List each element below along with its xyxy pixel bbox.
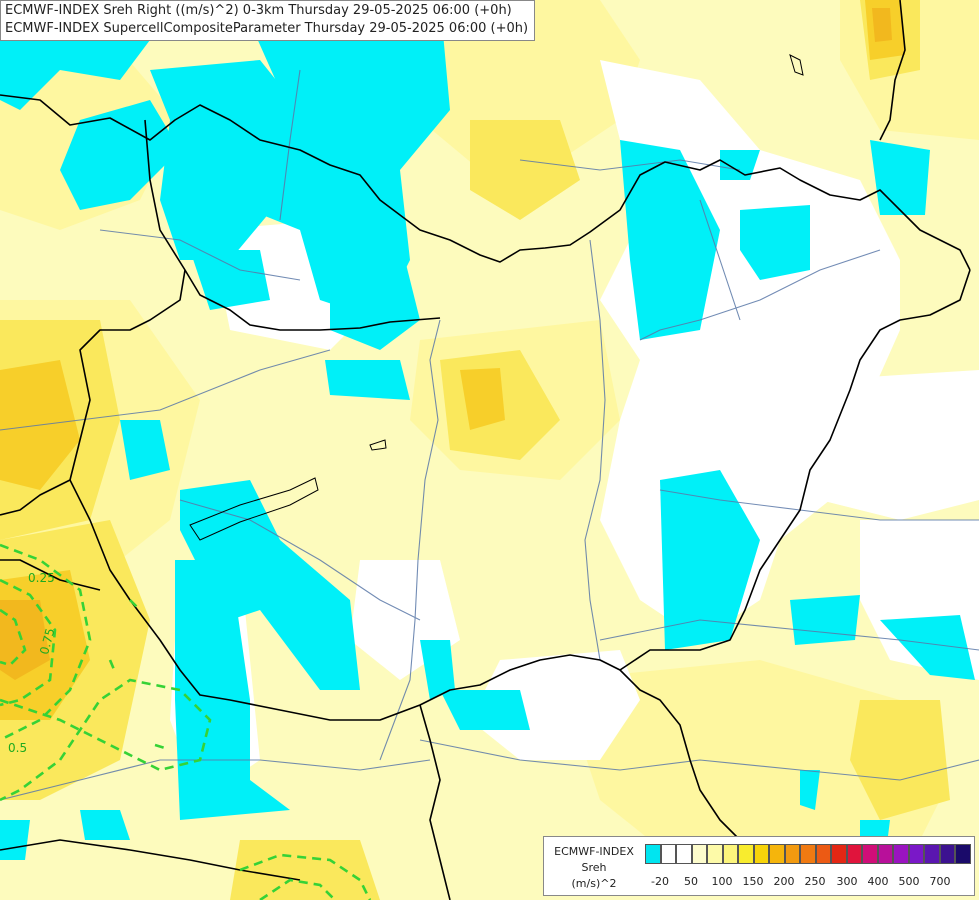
legend-swatch — [722, 844, 738, 864]
title-line-1: ECMWF-INDEX Sreh Right ((m/s)^2) 0-3km T… — [5, 3, 512, 18]
legend-tick-label: 250 — [804, 875, 826, 888]
legend-swatch — [784, 844, 800, 864]
legend-tick-label: 100 — [711, 875, 733, 888]
title-line-2: ECMWF-INDEX SupercellCompositeParameter … — [5, 21, 529, 36]
legend-swatch — [862, 844, 878, 864]
legend-swatch — [939, 844, 955, 864]
legend-swatch — [831, 844, 847, 864]
contour-label-0-25: 0.25 — [28, 571, 55, 585]
scp-contours — [0, 543, 372, 900]
legend-swatch — [815, 844, 831, 864]
legend-tick-label: 300 — [836, 875, 858, 888]
legend-tick-label: 50 — [684, 875, 698, 888]
legend-swatch — [877, 844, 893, 864]
legend-swatch — [660, 844, 676, 864]
lakes — [189, 54, 804, 541]
legend-swatch — [893, 844, 909, 864]
legend-swatch — [707, 844, 723, 864]
legend-tick-label: -20 — [651, 875, 669, 888]
cyan-areas — [0, 0, 975, 860]
contour-label-0-5: 0.5 — [8, 741, 27, 755]
legend-swatch — [908, 844, 924, 864]
legend-tick-label: 500 — [898, 875, 920, 888]
legend-swatch — [846, 844, 862, 864]
legend-swatch — [955, 844, 971, 864]
legend-swatch — [753, 844, 769, 864]
legend-name-line-1: ECMWF-INDEX — [554, 845, 634, 858]
legend-title: ECMWF-INDEX Sreh (m/s)^2 — [548, 844, 640, 892]
legend-name-line-3: (m/s)^2 — [571, 877, 617, 890]
legend-tick-label: 700 — [929, 875, 951, 888]
legend-swatch — [676, 844, 692, 864]
map-title-box: ECMWF-INDEX Sreh Right ((m/s)^2) 0-3km T… — [0, 0, 536, 41]
legend-tick-label: 400 — [867, 875, 889, 888]
legend-swatch — [738, 844, 754, 864]
legend-tick-label: 150 — [742, 875, 764, 888]
legend-swatch — [800, 844, 816, 864]
contour-labels: 0.25 0.75 0.5 — [8, 571, 58, 755]
color-legend: ECMWF-INDEX Sreh (m/s)^2 -20 50 100 150 200 2… — [543, 836, 975, 896]
legend-swatch — [769, 844, 785, 864]
legend-swatch — [645, 844, 661, 864]
rivers — [0, 69, 979, 801]
legend-swatch — [924, 844, 940, 864]
legend-swatch — [691, 844, 707, 864]
contour-label-0-75: 0.75 — [37, 627, 57, 656]
legend-name-line-2: Sreh — [581, 861, 607, 874]
orange-areas — [0, 8, 892, 680]
legend-swatches — [645, 844, 971, 864]
legend-ticks: -20 50 100 150 200 250 300 400 500 700 — [640, 875, 970, 891]
legend-tick-label: 200 — [773, 875, 795, 888]
